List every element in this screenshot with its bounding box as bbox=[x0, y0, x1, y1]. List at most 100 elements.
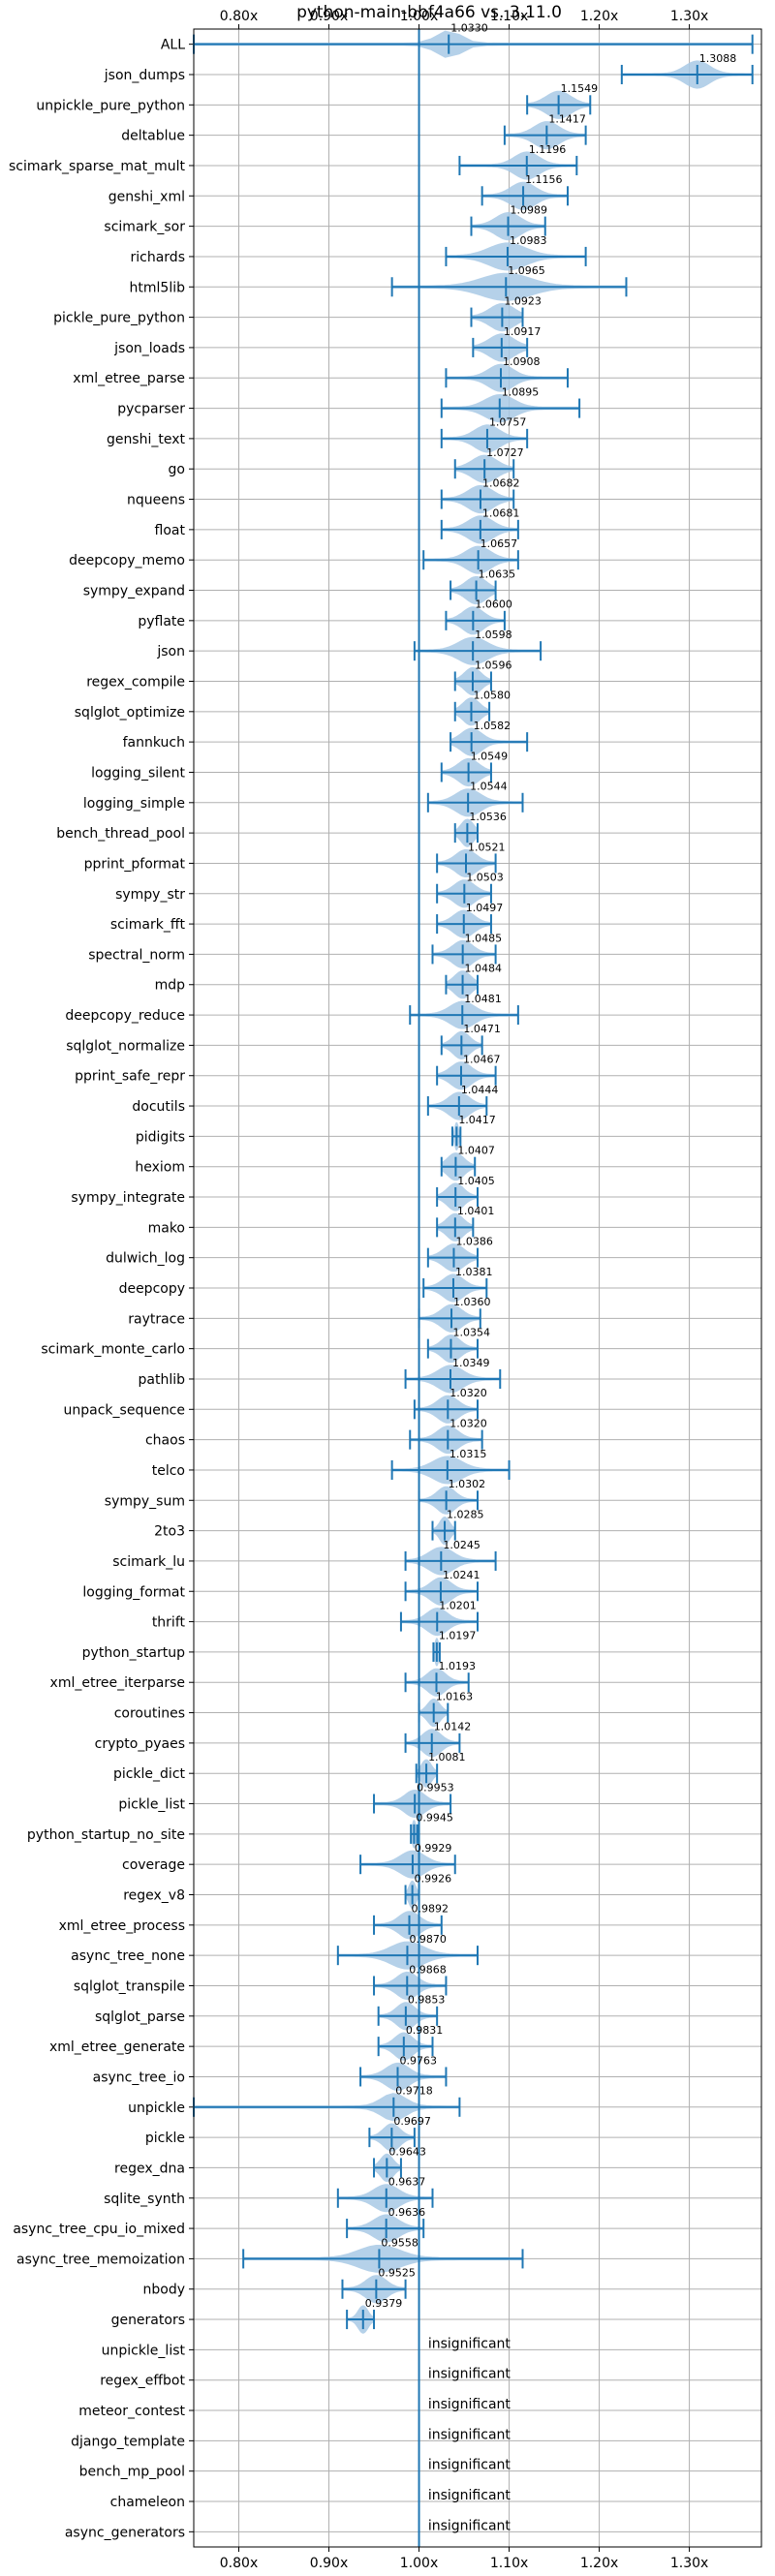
value-label: 1.0681 bbox=[482, 507, 520, 520]
benchmark-label: richards bbox=[131, 250, 186, 265]
value-label: 0.9929 bbox=[415, 1842, 452, 1855]
value-label: 1.0485 bbox=[465, 932, 502, 944]
value-label: 0.9636 bbox=[388, 2206, 426, 2219]
value-label: 1.0682 bbox=[482, 476, 520, 489]
benchmark-label: sqlglot_parse bbox=[95, 2009, 185, 2025]
benchmark-label: pycparser bbox=[117, 402, 185, 417]
benchmark-label: docutils bbox=[132, 1099, 185, 1115]
benchmark-label: 2to3 bbox=[154, 1524, 185, 1540]
value-label: 1.0349 bbox=[452, 1357, 490, 1369]
value-label: 1.0521 bbox=[468, 841, 506, 853]
benchmark-label: deepcopy_memo bbox=[69, 553, 185, 568]
benchmark-label: sympy_expand bbox=[83, 584, 185, 599]
value-label: 0.9945 bbox=[416, 1812, 453, 1825]
benchmark-label: unpickle_pure_python bbox=[36, 98, 185, 113]
value-label: 1.0497 bbox=[466, 902, 503, 914]
benchmark-label: nbody bbox=[143, 2283, 186, 2298]
benchmark-label: pickle_pure_python bbox=[53, 311, 185, 326]
benchmark-label: bench_thread_pool bbox=[56, 826, 185, 842]
value-label: 1.0549 bbox=[471, 750, 509, 762]
benchmark-label: pyflate bbox=[138, 614, 185, 629]
chart-title: python-main-bbf4a66 vs. 3.11.0 bbox=[296, 3, 562, 22]
insignificant-label: insignificant bbox=[428, 2336, 512, 2351]
value-label: 1.0354 bbox=[452, 1326, 490, 1338]
violin-layer bbox=[193, 29, 754, 2547]
x-tick-label-bottom: 1.30x bbox=[670, 2556, 708, 2571]
value-label: 1.0360 bbox=[453, 1296, 491, 1308]
benchmark-label: scimark_lu bbox=[112, 1554, 185, 1570]
value-label: 0.9868 bbox=[409, 1963, 447, 1976]
x-tick-label-top: 1.00x bbox=[400, 9, 438, 24]
benchmark-label: regex_compile bbox=[86, 674, 185, 690]
value-label: 1.0917 bbox=[504, 325, 542, 338]
benchmark-label: async_generators bbox=[65, 2525, 185, 2540]
x-tick-label-top: 0.80x bbox=[220, 9, 258, 24]
benchmark-label: coroutines bbox=[114, 1706, 185, 1722]
benchmark-label: sqlglot_transpile bbox=[74, 1978, 185, 1994]
x-tick-label-top: 1.20x bbox=[580, 9, 618, 24]
value-label: 1.0657 bbox=[480, 537, 518, 550]
benchmark-label: python_startup_no_site bbox=[27, 1827, 185, 1843]
value-label: 1.1549 bbox=[561, 82, 599, 95]
value-label: 1.0965 bbox=[508, 264, 545, 277]
benchmark-label: async_tree_memoization bbox=[16, 2252, 185, 2267]
benchmark-label: unpack_sequence bbox=[64, 1402, 185, 1418]
insignificant-label: insignificant bbox=[428, 2458, 512, 2473]
benchmark-label: pprint_pformat bbox=[84, 856, 186, 872]
benchmark-label: async_tree_cpu_io_mixed bbox=[13, 2222, 185, 2237]
label-layer: 0.80x 0.80x 0.90x 0.90x 1.00x 1.00x 1.10x 1.10x… bbox=[9, 9, 736, 2571]
benchmark-label: sqlite_synth bbox=[104, 2192, 185, 2207]
value-label: 1.0142 bbox=[434, 1721, 472, 1733]
value-label: 1.0201 bbox=[439, 1599, 477, 1611]
benchmark-label: scimark_sor bbox=[104, 220, 185, 235]
value-label: 1.0635 bbox=[479, 567, 515, 580]
insignificant-label: insignificant bbox=[428, 2518, 512, 2533]
value-label: 1.0895 bbox=[502, 385, 540, 398]
benchmark-label: genshi_text bbox=[107, 432, 186, 447]
value-label: 1.0405 bbox=[457, 1175, 495, 1187]
benchmark-label: pidigits bbox=[136, 1129, 185, 1145]
benchmark-label: mdp bbox=[155, 978, 186, 994]
value-label: 1.0471 bbox=[463, 1023, 501, 1035]
value-label: 1.0596 bbox=[475, 659, 512, 671]
benchmark-label: unpickle bbox=[128, 2101, 185, 2116]
value-label: 0.9870 bbox=[409, 1933, 447, 1946]
value-label: 0.9637 bbox=[388, 2176, 426, 2189]
benchmark-label: spectral_norm bbox=[88, 947, 185, 963]
value-label: 0.9853 bbox=[408, 1994, 446, 2007]
benchmark-label: xml_etree_parse bbox=[73, 371, 185, 386]
value-label: 1.0285 bbox=[447, 1508, 484, 1520]
benchmark-label: async_tree_none bbox=[71, 1948, 185, 1964]
benchmark-label: django_template bbox=[71, 2434, 185, 2449]
value-label: 1.0320 bbox=[450, 1387, 487, 1399]
benchmark-label: regex_v8 bbox=[123, 1888, 185, 1904]
benchmark-label: html5lib bbox=[130, 280, 186, 295]
value-label: 1.0330 bbox=[450, 22, 488, 35]
benchmark-label: xml_etree_iterparse bbox=[50, 1675, 185, 1691]
benchmark-label: logging_simple bbox=[83, 796, 185, 812]
benchmark-label: json_dumps bbox=[104, 68, 185, 83]
value-label: 1.1156 bbox=[525, 173, 563, 186]
benchmark-label: json bbox=[156, 644, 185, 659]
value-label: 1.0598 bbox=[475, 629, 512, 641]
benchmark-label: logging_format bbox=[82, 1584, 185, 1600]
benchmark-label: sympy_str bbox=[115, 887, 185, 903]
x-tick-label-top: 0.90x bbox=[310, 9, 348, 24]
value-label: 0.9953 bbox=[417, 1781, 454, 1794]
value-label: 0.9558 bbox=[381, 2236, 418, 2249]
benchmark-label: scimark_sparse_mat_mult bbox=[9, 159, 185, 174]
value-label: 1.0081 bbox=[428, 1751, 466, 1763]
value-label: 1.0484 bbox=[465, 963, 502, 975]
benchmark-label: pickle_dict bbox=[113, 1766, 186, 1782]
benchmark-label: pickle_list bbox=[118, 1797, 185, 1813]
value-label: 1.0302 bbox=[449, 1478, 486, 1490]
benchmark-label: python_startup bbox=[82, 1645, 185, 1661]
value-label: 1.0444 bbox=[461, 1084, 499, 1096]
benchmark-label: fannkuch bbox=[123, 735, 185, 751]
value-label: 1.0908 bbox=[503, 355, 541, 368]
benchmark-label: dulwich_log bbox=[106, 1251, 185, 1267]
benchmark-label: telco bbox=[152, 1463, 185, 1479]
insignificant-label: insignificant bbox=[428, 2488, 512, 2503]
value-label: 1.0580 bbox=[473, 690, 511, 702]
benchmark-label: deltablue bbox=[121, 129, 185, 144]
